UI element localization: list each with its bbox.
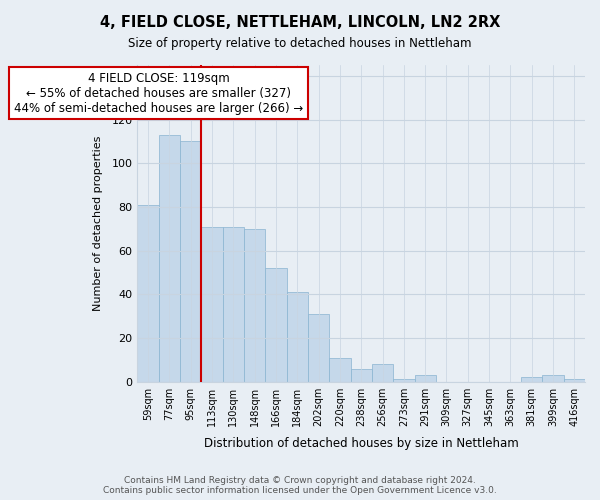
Text: 4, FIELD CLOSE, NETTLEHAM, LINCOLN, LN2 2RX: 4, FIELD CLOSE, NETTLEHAM, LINCOLN, LN2 … bbox=[100, 15, 500, 30]
Bar bbox=[287, 292, 308, 382]
Bar bbox=[223, 226, 244, 382]
Text: 4 FIELD CLOSE: 119sqm
← 55% of detached houses are smaller (327)
44% of semi-det: 4 FIELD CLOSE: 119sqm ← 55% of detached … bbox=[14, 72, 304, 114]
Text: Size of property relative to detached houses in Nettleham: Size of property relative to detached ho… bbox=[128, 38, 472, 51]
Bar bbox=[350, 368, 372, 382]
Bar bbox=[202, 226, 223, 382]
Bar bbox=[180, 142, 202, 382]
Bar bbox=[415, 375, 436, 382]
Bar bbox=[137, 205, 159, 382]
Bar bbox=[521, 378, 542, 382]
Bar bbox=[329, 358, 350, 382]
Bar bbox=[393, 380, 415, 382]
Bar bbox=[563, 380, 585, 382]
X-axis label: Distribution of detached houses by size in Nettleham: Distribution of detached houses by size … bbox=[204, 437, 518, 450]
Bar bbox=[542, 375, 563, 382]
Bar bbox=[308, 314, 329, 382]
Y-axis label: Number of detached properties: Number of detached properties bbox=[93, 136, 103, 311]
Bar bbox=[265, 268, 287, 382]
Bar bbox=[244, 229, 265, 382]
Bar bbox=[372, 364, 393, 382]
Bar bbox=[159, 135, 180, 382]
Text: Contains HM Land Registry data © Crown copyright and database right 2024.
Contai: Contains HM Land Registry data © Crown c… bbox=[103, 476, 497, 495]
